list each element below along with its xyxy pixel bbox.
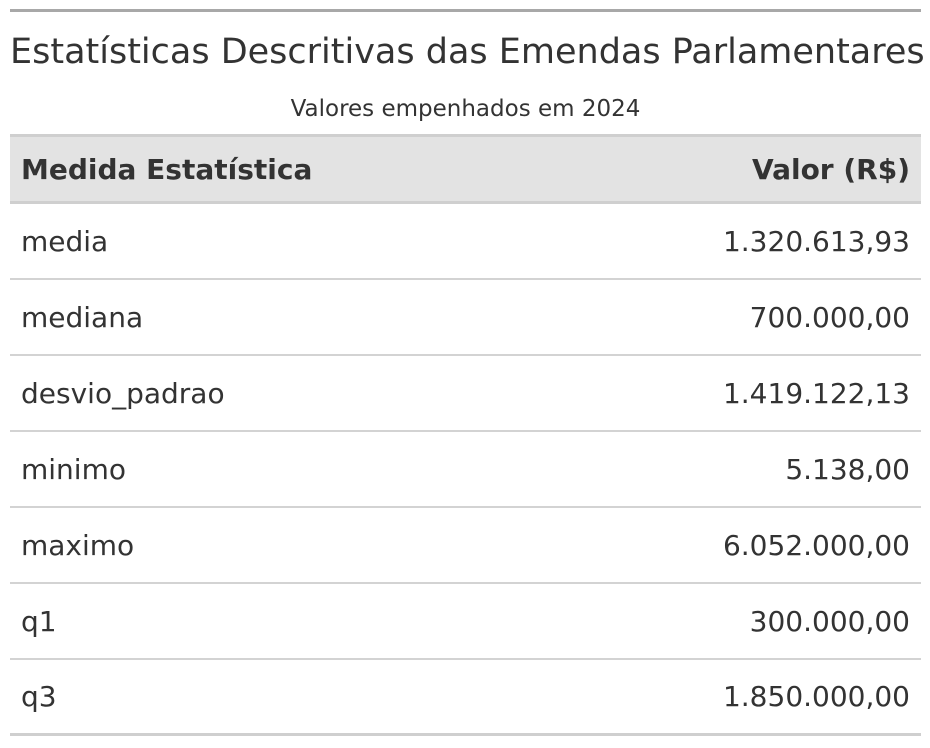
value-cell: 1.850.000,00	[722, 680, 910, 713]
column-header-measure: Medida Estatística	[21, 152, 313, 186]
value-cell: 700.000,00	[749, 300, 910, 334]
measure-cell: media	[21, 224, 109, 258]
table-row: desvio_padrao 1.419.122,13	[10, 356, 921, 432]
table-row: mediana 700.000,00	[10, 280, 921, 356]
measure-cell: maximo	[21, 528, 135, 562]
value-cell: 300.000,00	[749, 604, 910, 638]
measure-cell: q1	[21, 604, 57, 638]
table-row: q1 300.000,00	[10, 584, 921, 660]
value-cell: 1.419.122,13	[722, 376, 910, 410]
table-row: media 1.320.613,93	[10, 204, 921, 280]
table-subtitle: Valores empenhados em 2024	[290, 96, 641, 122]
measure-cell: desvio_padrao	[21, 376, 225, 410]
top-rule	[10, 9, 921, 12]
value-cell: 5.138,00	[785, 452, 910, 486]
table-title: Estatísticas Descritivas das Emendas Par…	[10, 32, 925, 72]
value-cell: 6.052.000,00	[722, 528, 910, 562]
table-row: q3 1.850.000,00	[10, 660, 921, 736]
value-cell: 1.320.613,93	[722, 224, 910, 258]
column-header-value: Valor (R$)	[751, 152, 910, 186]
table-row: maximo 6.052.000,00	[10, 508, 921, 584]
measure-cell: mediana	[21, 300, 144, 334]
measure-cell: q3	[21, 680, 57, 713]
table-header-row: Medida Estatística Valor (R$)	[10, 134, 921, 204]
table-row: minimo 5.138,00	[10, 432, 921, 508]
measure-cell: minimo	[21, 452, 126, 486]
stats-table: Estatísticas Descritivas das Emendas Par…	[10, 9, 925, 736]
